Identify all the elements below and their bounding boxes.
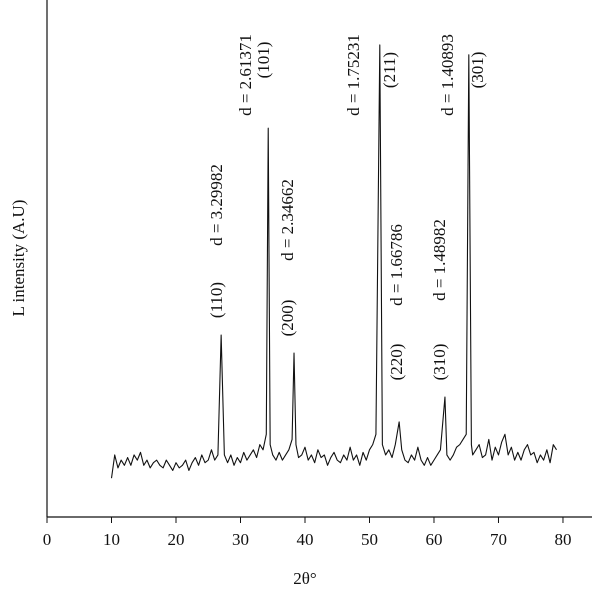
peak-annotation: (211) [380,52,399,88]
peak-annotation: (200) [278,300,297,337]
x-tick-label: 80 [554,530,571,549]
peak-annotation: d = 1.75231 [344,34,363,116]
peak-annotation: d = 1.66786 [387,224,406,306]
x-tick-label: 0 [43,530,52,549]
peak-annotation: d = 2.34662 [278,179,297,261]
peak-annotation: d = 1.48982 [430,219,449,301]
peak-annotation: d = 1.40893 [438,34,457,116]
x-tick-label: 20 [167,530,184,549]
peak-annotation: (310) [430,344,449,381]
spectrum-line [110,44,557,479]
x-tick-label: 70 [490,530,507,549]
x-tick-label: 30 [232,530,249,549]
x-tick-label: 60 [425,530,442,549]
x-axis-label: 2θ° [293,569,316,588]
x-tick-label: 50 [361,530,378,549]
peak-annotation: (220) [387,344,406,381]
peak-annotation: d = 2.61371 [236,34,255,116]
x-tick-label: 40 [296,530,313,549]
peak-annotation: (110) [207,282,226,318]
x-tick-label: 10 [103,530,120,549]
y-axis-label: L intensity (A.U) [9,200,28,317]
peak-annotation: d = 3.29982 [207,164,226,246]
peak-annotation: (301) [468,52,487,89]
peak-annotation: (101) [254,42,273,79]
